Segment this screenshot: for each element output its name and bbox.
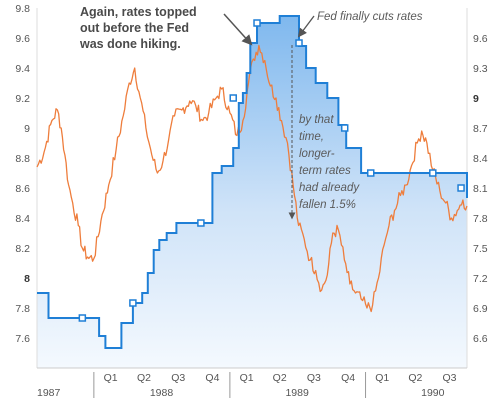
x-axis-year-labels: 1987 1988 1989 1990 (37, 387, 445, 399)
right-tick-label: 7.5 (473, 243, 488, 255)
x-quarter-label: Q1 (104, 372, 118, 384)
fed-funds-marker (129, 299, 137, 307)
right-tick-label: 6.9 (473, 303, 488, 315)
annotation-fallen-line-2: time, (299, 131, 324, 143)
left-tick-label: 8 (24, 273, 30, 285)
right-tick-label: 7.2 (473, 273, 488, 285)
x-quarter-label: Q3 (307, 372, 321, 384)
left-tick-label: 7.6 (15, 333, 30, 345)
annotation-fallen-line-3: longer- (299, 148, 335, 160)
fed-funds-marker (295, 39, 303, 47)
right-tick-label: 9.3 (473, 63, 488, 75)
x-quarter-label: Q2 (137, 372, 151, 384)
annotation-fallen-line-6: fallen 1.5% (299, 199, 356, 211)
right-tick-label: 7.8 (473, 213, 488, 225)
plot-area (36, 8, 468, 398)
right-tick-label: 9.6 (473, 33, 488, 45)
fed-funds-step-line (37, 15, 468, 349)
annotation-fed-cuts-label: Fed finally cuts rates (317, 11, 423, 23)
x-quarter-label: Q1 (375, 372, 389, 384)
annotation-topped-line-2: out before the Fed (80, 21, 189, 35)
right-tick-label: 6.6 (473, 333, 488, 345)
left-tick-label: 9.2 (15, 93, 30, 105)
annotation-fallen-line-1: by that (299, 114, 334, 126)
long-term-rate-line (36, 44, 468, 313)
x-year-label: 1990 (421, 387, 445, 399)
x-quarter-label: Q3 (443, 372, 457, 384)
left-tick-label: 9.8 (15, 3, 30, 15)
right-tick-label: 8.1 (473, 183, 488, 195)
x-year-label: 1988 (150, 387, 174, 399)
left-tick-label: 8.4 (15, 213, 30, 225)
fed-funds-marker (457, 184, 465, 192)
right-tick-label: 9 (473, 93, 479, 105)
annotation-fallen: by that time, longer- term rates had alr… (288, 45, 360, 220)
x-quarter-label: Q2 (273, 372, 287, 384)
left-tick-label: 9.6 (15, 33, 30, 45)
left-tick-label: 8.8 (15, 153, 30, 165)
fed-funds-marker (253, 19, 261, 27)
left-tick-label: 9 (24, 123, 30, 135)
x-year-label: 1987 (37, 387, 61, 399)
right-tick-label: 8.7 (473, 123, 488, 135)
left-tick-label: 8.6 (15, 183, 30, 195)
annotation-fed-cuts: Fed finally cuts rates (297, 11, 423, 38)
year-separators (93, 372, 367, 398)
left-tick-label: 9.4 (15, 63, 30, 75)
fed-funds-marker (197, 219, 205, 227)
fed-funds-marker (429, 169, 437, 177)
annotation-topped-line-3: was done hiking. (79, 37, 181, 51)
annotation-topped: Again, rates topped out before the Fed w… (79, 5, 253, 51)
x-quarter-label: Q4 (205, 372, 219, 384)
right-tick-label: 8.4 (473, 153, 488, 165)
x-year-label: 1989 (285, 387, 309, 399)
x-quarter-label: Q2 (408, 372, 422, 384)
fed-funds-marker (366, 169, 375, 177)
left-axis-ticks: 7.6 7.8 8 8.2 8.4 8.6 8.8 9 9.2 9.4 9.6 9.8 (15, 3, 30, 345)
x-quarter-label: Q1 (240, 372, 254, 384)
x-quarter-label: Q4 (341, 372, 355, 384)
right-axis-ticks: 6.6 6.9 7.2 7.5 7.8 8.1 8.4 8.7 9 9.3 9.6 (473, 33, 488, 345)
annotation-fallen-line-5: had already (299, 182, 360, 194)
left-tick-label: 7.8 (15, 303, 30, 315)
annotation-fallen-line-4: term rates (299, 165, 351, 177)
left-tick-label: 8.2 (15, 243, 30, 255)
annotation-fed-cuts-arrow (297, 15, 315, 38)
annotation-topped-arrow (223, 13, 253, 46)
fed-funds-area (37, 16, 467, 368)
fed-funds-marker (340, 124, 349, 132)
x-axis-quarter-labels: Q1 Q2 Q3 Q4 Q1 Q2 Q3 Q4 Q1 Q2 Q3 (104, 372, 457, 384)
fed-funds-marker (229, 94, 237, 102)
fed-funds-markers (78, 19, 465, 322)
fed-funds-marker (78, 314, 87, 322)
annotation-topped-line-1: Again, rates topped (80, 5, 197, 19)
x-quarter-label: Q3 (171, 372, 185, 384)
